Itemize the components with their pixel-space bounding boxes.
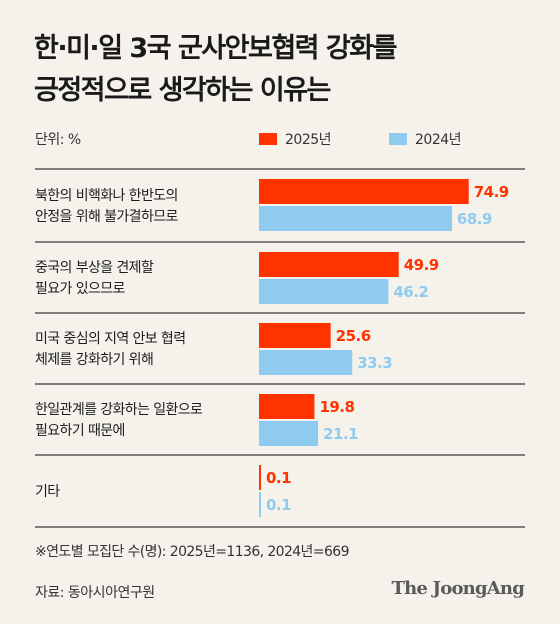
category-label-4-line-2: 필요하기 때문에 [35, 423, 125, 439]
value-label-2025-5: 0.1 [266, 469, 291, 487]
sample-size-note: ※연도별 모집단 수(명): 2025년=1136, 2024년=669 [35, 544, 350, 560]
bar-2025-3 [259, 323, 331, 348]
bar-2024-2 [259, 279, 389, 304]
unit-label: 단위: % [35, 132, 81, 148]
category-label-3-line-2: 체제를 강화하기 위해 [35, 352, 153, 368]
legend-swatch-2025 [259, 133, 277, 145]
category-label-1-line-2: 안정을 위해 불가결하므로 [35, 209, 178, 225]
brand-logo: The JoongAng [391, 578, 525, 599]
legend-item-2025: 2025년 [259, 129, 332, 149]
value-label-2024-1: 68.9 [457, 210, 492, 228]
bar-2025-2 [259, 252, 399, 277]
bar-2024-1 [259, 206, 452, 231]
legend-swatch-2024 [389, 133, 407, 145]
category-label-1-line-1: 북한의 비핵화나 한반도의 [35, 188, 178, 204]
source-label: 자료: 동아시아연구원 [35, 585, 155, 601]
value-label-2024-3: 33.3 [357, 354, 392, 372]
category-label-2-line-2: 필요가 있으므로 [35, 281, 126, 297]
legend-label-2025: 2025년 [285, 132, 332, 148]
category-label-2-line-1: 중국의 부상을 견제할 [35, 260, 154, 276]
bar-2025-4 [259, 394, 315, 419]
category-label-5-line-1: 기타 [35, 484, 60, 500]
category-label-4-line-1: 한일관계를 강화하는 일환으로 [35, 402, 203, 418]
category-label-3-line-1: 미국 중심의 지역 안보 협력 [35, 331, 185, 347]
bar-2025-5 [259, 465, 261, 490]
value-label-2025-1: 74.9 [474, 183, 509, 201]
value-label-2025-4: 19.8 [319, 398, 354, 416]
legend-item-2024: 2024년 [389, 129, 462, 149]
bar-2024-3 [259, 350, 353, 375]
value-label-2024-5: 0.1 [266, 496, 291, 514]
title-line-1: 한·미·일 3국 군사안보협력 강화를 [34, 33, 397, 64]
title-line-2: 긍정적으로 생각하는 이유는 [34, 75, 331, 106]
chart-title: 한·미·일 3국 군사안보협력 강화를 긍정적으로 생각하는 이유는 [34, 28, 534, 112]
legend-label-2024: 2024년 [415, 132, 462, 148]
value-label-2025-3: 25.6 [336, 327, 371, 345]
value-label-2024-2: 46.2 [393, 283, 428, 301]
bar-2025-1 [259, 179, 469, 204]
value-label-2025-2: 49.9 [404, 256, 439, 274]
bar-2024-5 [259, 492, 261, 517]
bar-2024-4 [259, 421, 319, 446]
value-label-2024-4: 21.1 [323, 425, 358, 443]
